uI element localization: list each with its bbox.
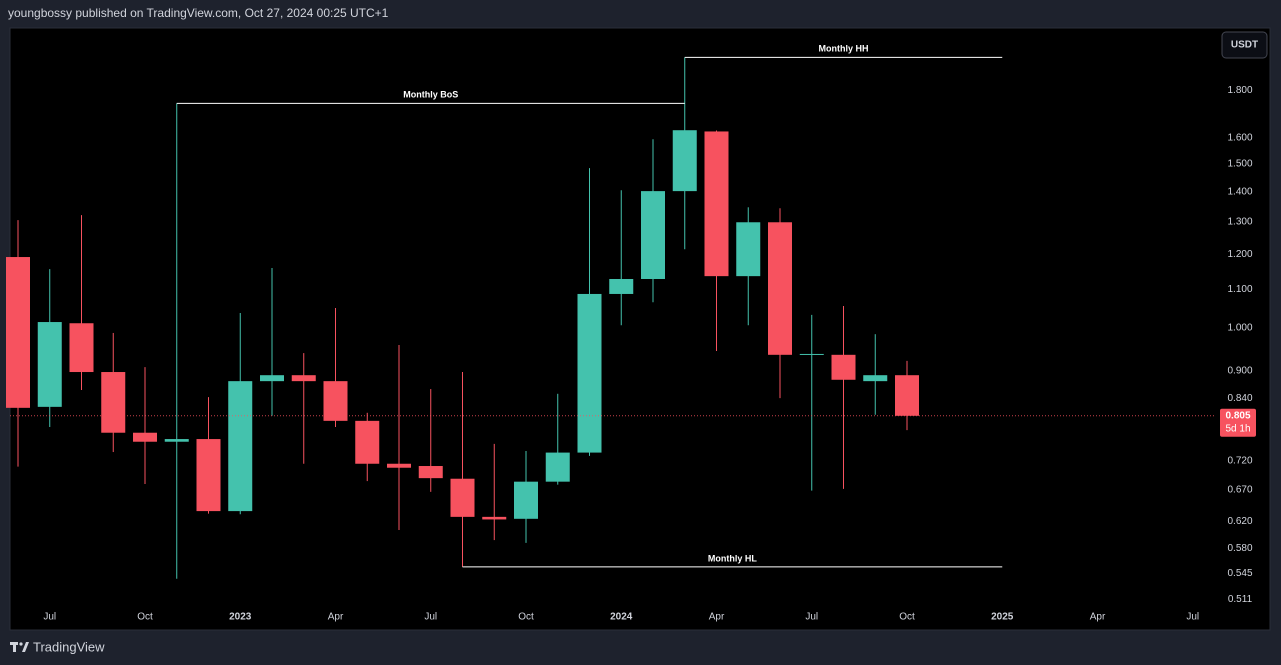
currency-label: USDT bbox=[1231, 40, 1258, 51]
y-tick-label: 1.400 bbox=[1227, 187, 1252, 198]
candle-body bbox=[641, 191, 665, 279]
candle-body bbox=[482, 516, 507, 520]
currency-button[interactable] bbox=[1221, 31, 1268, 59]
candle-body bbox=[418, 466, 443, 479]
annotation-label: Monthly HH bbox=[819, 44, 869, 54]
logo bbox=[10, 642, 29, 652]
x-tick-label: Oct bbox=[899, 612, 915, 623]
candle-body bbox=[736, 222, 761, 277]
x-tick-label: Apr bbox=[328, 612, 344, 623]
y-tick-label: 0.720 bbox=[1227, 456, 1252, 467]
candle-body bbox=[831, 354, 856, 380]
logo-mark bbox=[22, 642, 29, 652]
candle-body bbox=[799, 353, 824, 355]
candle-body bbox=[895, 375, 919, 416]
candle-body bbox=[450, 478, 475, 517]
annotation-label: Monthly BoS bbox=[403, 90, 458, 100]
x-tick-label: 2025 bbox=[991, 612, 1014, 623]
price-label-box bbox=[1220, 408, 1256, 437]
candle-body bbox=[768, 222, 792, 355]
candle-body bbox=[37, 322, 62, 407]
x-tick-label: Apr bbox=[709, 612, 725, 623]
y-tick-label: 0.580 bbox=[1227, 543, 1252, 554]
x-tick-label: Jul bbox=[1186, 612, 1199, 623]
x-tick-label: Jul bbox=[424, 612, 437, 623]
y-tick-label: 1.000 bbox=[1227, 323, 1252, 334]
candle-body bbox=[323, 381, 348, 421]
x-tick-label: Apr bbox=[1090, 612, 1106, 623]
candle-body bbox=[545, 452, 570, 482]
candle-body bbox=[6, 257, 30, 408]
x-tick-label: Oct bbox=[518, 612, 534, 623]
x-tick-label: Oct bbox=[137, 612, 153, 623]
countdown-label: 5d 1h bbox=[1225, 423, 1250, 434]
y-tick-label: 1.600 bbox=[1227, 133, 1252, 144]
candle-body bbox=[133, 432, 157, 442]
footer-brand: TradingView bbox=[33, 639, 105, 654]
candle-body bbox=[260, 375, 284, 382]
annotation-label: Monthly HL bbox=[708, 553, 757, 563]
y-tick-label: 0.545 bbox=[1227, 568, 1252, 579]
candle-body bbox=[164, 439, 189, 442]
y-tick-label: 1.300 bbox=[1227, 217, 1252, 228]
logo-mark bbox=[13, 642, 16, 652]
y-tick-label: 0.511 bbox=[1228, 594, 1253, 605]
y-tick-label: 1.100 bbox=[1227, 284, 1252, 295]
chart-panel bbox=[9, 27, 1271, 631]
y-tick-label: 0.840 bbox=[1227, 393, 1252, 404]
candle-body bbox=[355, 420, 380, 464]
plot: 1.800 1.600 1.500 1.400 1.300 1.200 1.100 1.000… bbox=[6, 44, 1256, 623]
x-tick-label: Jul bbox=[43, 612, 56, 623]
x-tick-label: Jul bbox=[805, 612, 818, 623]
y-tick-label: 0.620 bbox=[1227, 516, 1252, 527]
y-tick-label: 1.200 bbox=[1227, 249, 1252, 260]
candle-body bbox=[577, 293, 602, 453]
candle-body bbox=[387, 463, 411, 468]
logo-mark bbox=[19, 642, 23, 646]
candle-body bbox=[609, 278, 634, 294]
current-price-label: 0.805 bbox=[1225, 410, 1250, 421]
candle-body bbox=[196, 439, 221, 512]
x-tick-label: 2024 bbox=[610, 612, 633, 623]
candle-body bbox=[672, 130, 697, 192]
candle-body bbox=[101, 372, 126, 433]
candle-body bbox=[863, 375, 888, 382]
candle-body bbox=[514, 481, 538, 519]
y-tick-label: 1.500 bbox=[1227, 159, 1252, 170]
y-tick-label: 0.670 bbox=[1227, 485, 1252, 496]
x-tick-label: 2023 bbox=[229, 612, 252, 623]
y-tick-label: 1.800 bbox=[1227, 85, 1252, 96]
candle-body bbox=[228, 381, 253, 512]
candle-body bbox=[704, 131, 729, 277]
candle-body bbox=[69, 323, 94, 373]
publish-info: youngbossy published on TradingView.com,… bbox=[8, 6, 389, 20]
y-tick-label: 0.900 bbox=[1227, 365, 1252, 376]
candle-body bbox=[291, 375, 316, 382]
